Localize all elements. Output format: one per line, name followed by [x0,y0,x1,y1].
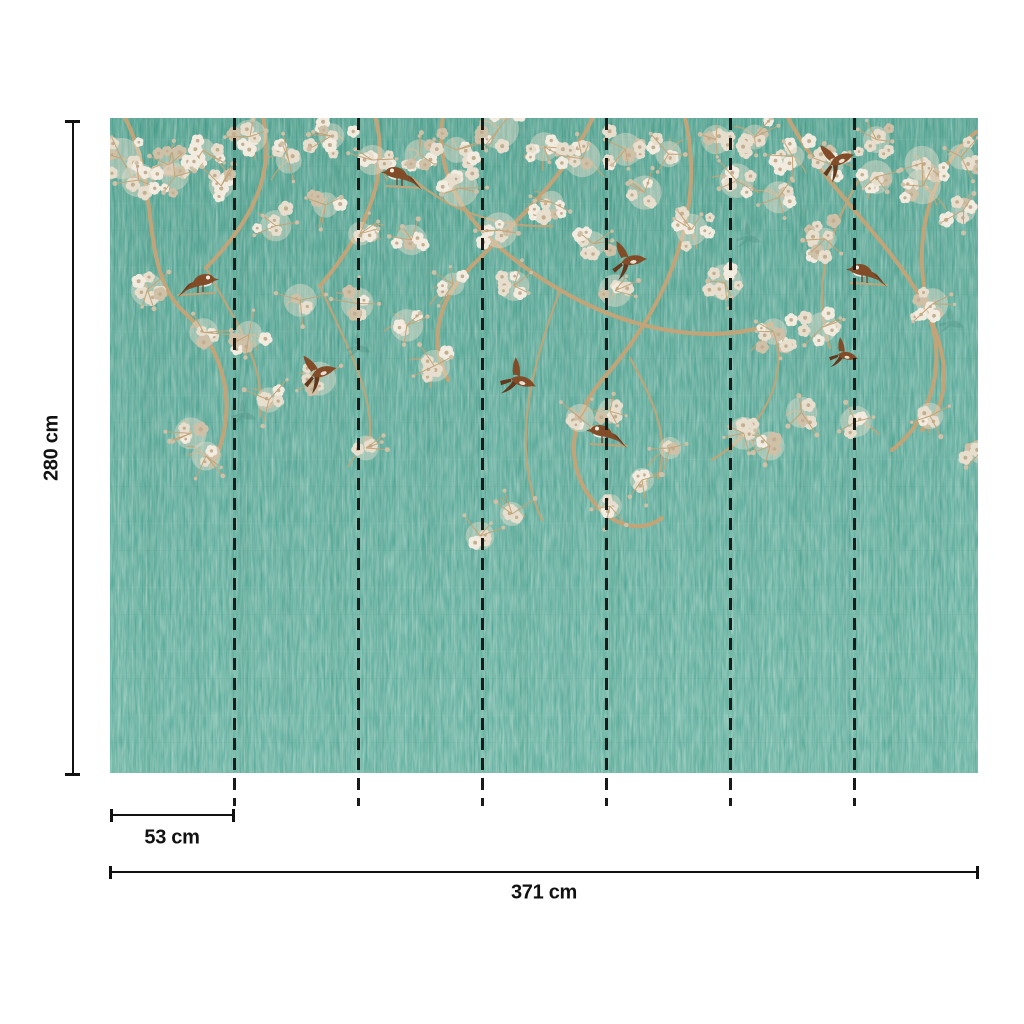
panel-width-label: 53 cm [144,826,200,849]
panel-width-line [111,814,234,816]
panel-seam [728,118,732,806]
height-dimension-line [72,122,74,775]
panel-seam [480,118,484,806]
total-width-cap-right [976,866,979,879]
total-width-label: 371 cm [510,881,578,904]
height-dimension-cap-top [65,120,80,123]
panel-seam [604,118,608,806]
total-width-line [110,871,978,873]
mural-artwork [110,118,978,773]
height-dimension-label: 280 cm [40,414,63,482]
height-dimension-cap-bottom [65,773,80,776]
panel-width-cap-right [232,809,235,822]
panel-seam [232,118,236,806]
panel-seam [356,118,360,806]
panel-seam [852,118,856,806]
